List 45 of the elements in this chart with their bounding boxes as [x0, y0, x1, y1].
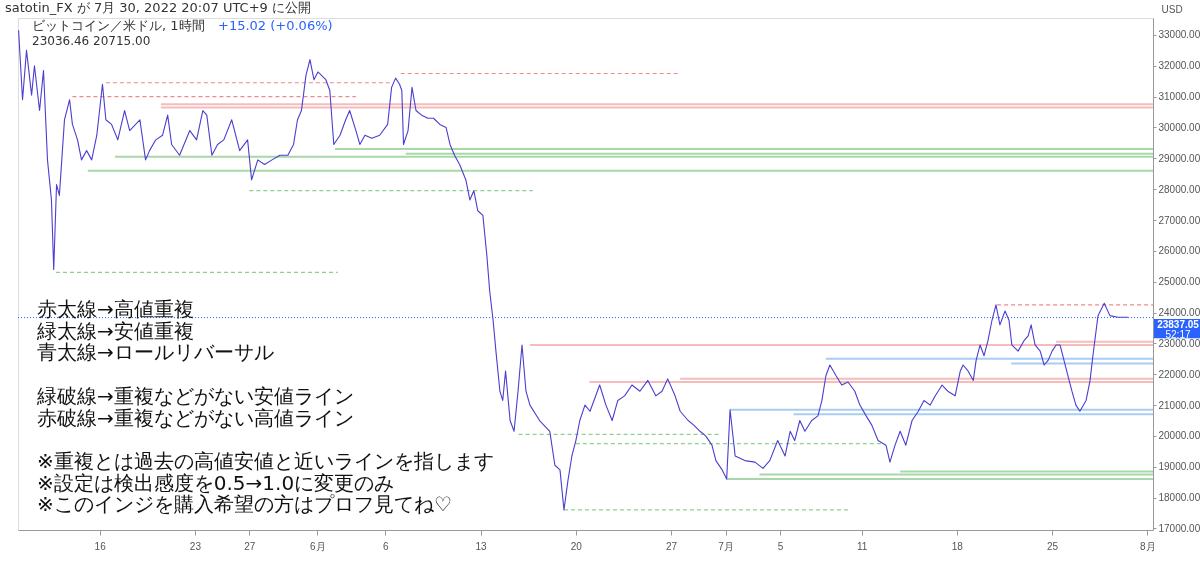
x-tick-label: 20	[570, 540, 583, 552]
annotation: ※このインジを購入希望の方はプロフ見てね♡	[37, 492, 452, 517]
y-tick-label: 26000.00	[1158, 245, 1200, 257]
y-tick-label: 32000.00	[1158, 60, 1200, 72]
y-tick-label: 23000.00	[1158, 337, 1200, 349]
x-tick-label: 16	[94, 540, 107, 552]
x-tick-label: 25	[1047, 540, 1059, 552]
y-tick-label: 30000.00	[1158, 121, 1200, 133]
text: 52:17	[1165, 328, 1191, 340]
y-tick-label: 31000.00	[1158, 91, 1200, 103]
y-tick-label: 29000.00	[1158, 152, 1200, 164]
y-tick-label: 28000.00	[1158, 183, 1200, 195]
x-tick-label: 8月	[1140, 540, 1156, 552]
annotation: ※設定は検出感度を0.5→1.0に変更のみ	[37, 470, 395, 495]
x-tick-label: 27	[666, 540, 678, 552]
annotation: ※重複とは過去の高値安値と近いラインを指します	[37, 448, 494, 473]
x-tick-label: 5	[777, 540, 784, 552]
annotation: 23036.46 20715.00	[32, 34, 151, 48]
annotation: 赤太線→高値重複	[37, 297, 194, 321]
chart-subtitle: +15.02 (+0.06%)	[218, 18, 333, 33]
ref-line-label: 23837.05	[1157, 318, 1200, 330]
x-tick-label: 27	[244, 540, 256, 552]
x-tick-label: 18	[951, 540, 964, 552]
annotation: 青太線→ロールリバーサル	[37, 340, 274, 365]
y-axis-title: USD	[1161, 3, 1183, 15]
x-tick-label: 6月	[310, 540, 326, 552]
x-tick-label: 13	[475, 540, 488, 552]
chart-title: ビットコイン／米ドル, 1時間	[32, 18, 205, 33]
annotation: 緑太線→安値重複	[36, 318, 194, 343]
annotation: 緑破線→重複などがない安値ライン	[36, 383, 354, 408]
y-tick-label: 27000.00	[1158, 214, 1200, 226]
x-tick-label: 6	[383, 540, 390, 552]
y-tick-label: 21000.00	[1158, 399, 1200, 411]
y-tick-label: 18000.00	[1158, 492, 1200, 504]
y-tick-label: 33000.00	[1158, 29, 1200, 41]
y-tick-label: 25000.00	[1158, 276, 1200, 288]
x-tick-label: 7月	[718, 540, 734, 552]
y-tick-label: 17000.00	[1158, 522, 1200, 534]
y-tick-label: 19000.00	[1158, 461, 1200, 473]
y-tick-label: 24000.00	[1158, 307, 1200, 319]
x-tick-label: 11	[856, 540, 868, 552]
text: satotin_FX が 7月 30, 2022 20:07 UTC+9 に公開	[5, 0, 311, 15]
y-tick-label: 22000.00	[1158, 368, 1200, 380]
x-tick-label: 23	[189, 540, 202, 552]
y-tick-label: 20000.00	[1158, 430, 1200, 442]
